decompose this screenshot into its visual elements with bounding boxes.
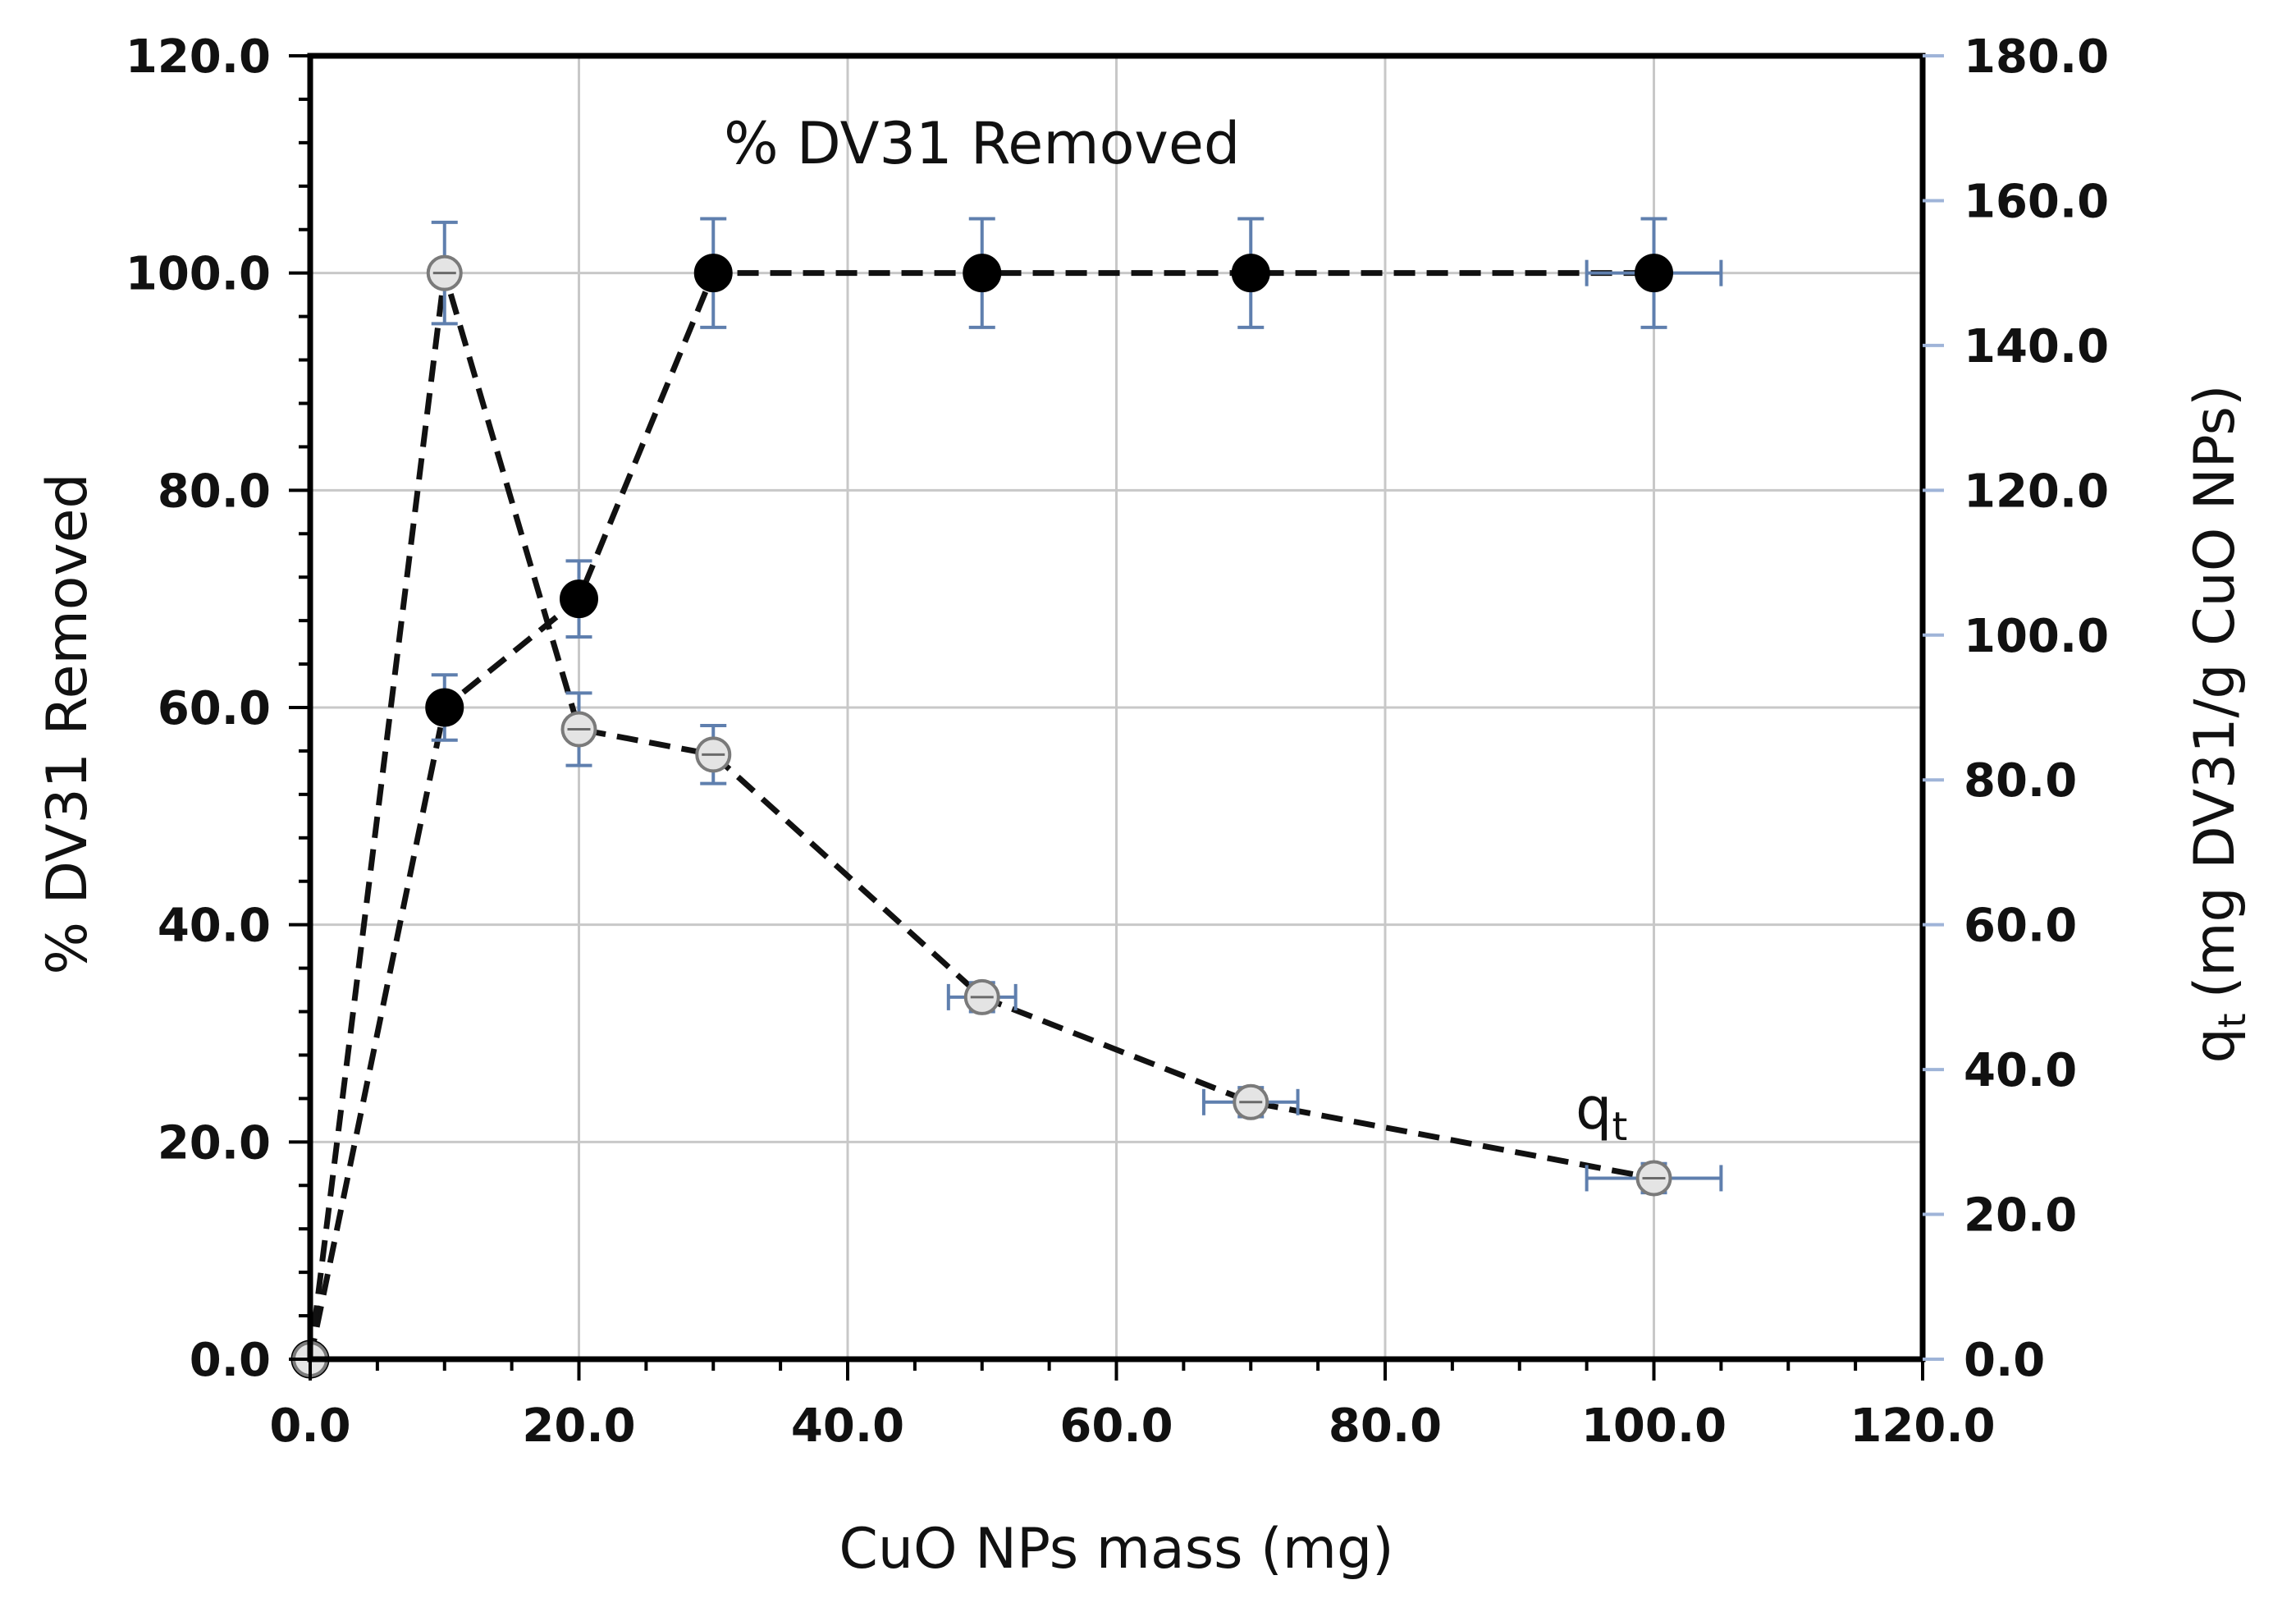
- annotation-qt: qt: [1576, 1075, 1627, 1150]
- y-axis-left-label: % DV31 Removed: [35, 473, 100, 974]
- x-tick-label: 120.0: [1850, 1399, 1995, 1453]
- x-axis-label: CuO NPs mass (mg): [839, 1517, 1393, 1582]
- data-point-removed: [963, 254, 1002, 293]
- x-tick-label: 80.0: [1329, 1399, 1442, 1453]
- y-axis-right-units: (mg DV31/g CuO NPs): [2183, 384, 2248, 998]
- y-left-tick-label: 120.0: [126, 30, 271, 84]
- data-point-removed: [560, 579, 598, 619]
- y-right-tick-label: 100.0: [1964, 610, 2109, 663]
- y-left-tick-label: 80.0: [158, 465, 271, 518]
- x-tick-label: 40.0: [791, 1399, 904, 1453]
- x-tick-label: 20.0: [522, 1399, 635, 1453]
- y-right-tick-label: 0.0: [1964, 1334, 2045, 1387]
- y-right-tick-label: 120.0: [1964, 465, 2109, 518]
- series-removed: [290, 217, 1723, 1379]
- x-tick-label: 0.0: [269, 1399, 350, 1453]
- data-point-removed: [693, 254, 733, 293]
- y-right-tick-label: 180.0: [1964, 30, 2109, 84]
- labels: CuO NPs mass (mg) % DV31 Removed qt(mg D…: [35, 110, 2254, 1582]
- y-axis-right-symbol: q: [2183, 1028, 2248, 1063]
- y-axis-right-subscript: t: [2210, 1013, 2254, 1028]
- series-line: [307, 270, 1654, 1360]
- y-right-tick-label: 60.0: [1964, 900, 2077, 953]
- y-right-tick-label: 80.0: [1964, 754, 2077, 808]
- annotation-qt-symbol: q: [1576, 1075, 1612, 1143]
- y-right-tick-label: 160.0: [1964, 175, 2109, 228]
- y-left-tick-label: 20.0: [158, 1116, 271, 1170]
- series-qt: [292, 220, 1723, 1377]
- series-line: [307, 272, 1655, 1360]
- data-point-removed: [1231, 254, 1270, 293]
- y-left-tick-label: 40.0: [158, 900, 271, 953]
- x-tick-label: 100.0: [1581, 1399, 1727, 1453]
- y-right-tick-label: 140.0: [1964, 320, 2109, 373]
- annotation-qt-subscript: t: [1612, 1104, 1627, 1150]
- y-left-tick-label: 100.0: [126, 248, 271, 301]
- y-axis-right-label: qt (mg DV31/g CuO NPs): [2183, 384, 2254, 1063]
- series-layer: [290, 217, 1723, 1379]
- data-point-removed: [1635, 254, 1673, 293]
- axes: 0.0 20.0 40.0 60.0 80.0 100.0 120.0 0.0 20.0 40.0…: [126, 30, 2109, 1453]
- y-right-tick-label: 40.0: [1964, 1044, 2077, 1097]
- annotation-removed: % DV31 Removed: [724, 110, 1240, 177]
- data-point-removed: [425, 688, 464, 727]
- y-left-tick-label: 0.0: [190, 1334, 271, 1387]
- x-tick-label: 60.0: [1059, 1399, 1173, 1453]
- y-right-tick-label: 20.0: [1964, 1189, 2077, 1243]
- y-left-tick-label: 60.0: [158, 682, 271, 735]
- gridlines: [310, 56, 1923, 1359]
